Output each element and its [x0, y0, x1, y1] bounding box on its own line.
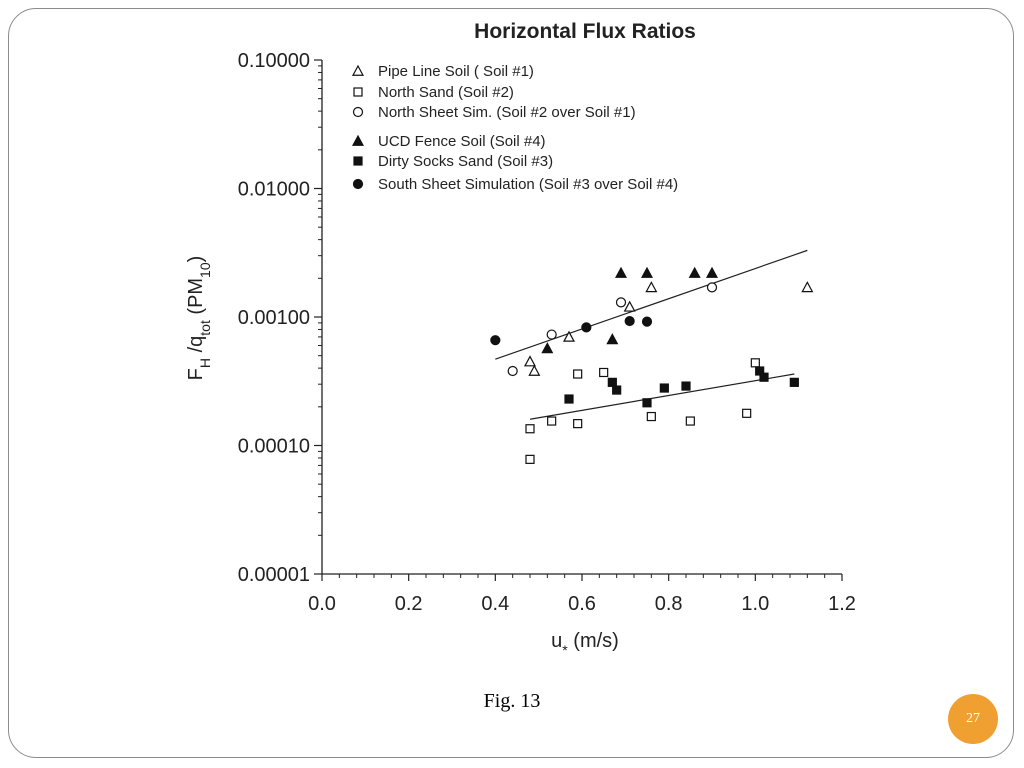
- data-point: [525, 424, 535, 434]
- legend-label: South Sheet Simulation (Soil #3 over Soi…: [378, 176, 678, 193]
- y-tick-label: 0.00100: [238, 307, 310, 329]
- data-point: [801, 281, 814, 293]
- legend-label: North Sheet Sim. (Soil #2 over Soil #1): [378, 104, 636, 121]
- data-point: [681, 381, 691, 391]
- x-tick-label: 0.2: [395, 593, 423, 615]
- data-point: [623, 300, 636, 312]
- data-point: [546, 329, 557, 340]
- x-axis-label: u* (m/s): [551, 630, 619, 658]
- x-tick-label: 1.0: [741, 593, 769, 615]
- trend-lines: [495, 249, 808, 420]
- data-point: [562, 330, 576, 342]
- data-point: [642, 398, 652, 408]
- legend-marker: [353, 156, 363, 166]
- data-point: [742, 408, 752, 418]
- page-number-badge: 27: [948, 694, 998, 744]
- x-tick-label: 0.4: [481, 593, 509, 615]
- data-point: [645, 281, 658, 293]
- trend-line: [495, 249, 808, 360]
- data-point: [541, 342, 554, 354]
- data-point: [547, 416, 557, 426]
- y-axis-label: FH /qtot (PM10): [185, 256, 213, 381]
- x-tick-label: 0.8: [655, 593, 683, 615]
- axes: 0.0 0.2 0.4 0.6 0.8 1.0 1.2 0.00001 0.00010 0.001…: [238, 50, 856, 615]
- legend-marker: [351, 134, 365, 146]
- slide-frame: [8, 8, 1014, 758]
- data-point: [525, 454, 535, 464]
- legend-marker: [353, 87, 363, 97]
- data-point: [564, 394, 574, 404]
- data-point: [750, 358, 760, 368]
- data-point: [581, 322, 592, 333]
- y-tick-label: 0.00010: [238, 436, 310, 458]
- data-point: [528, 364, 541, 376]
- legend-marker: [352, 178, 364, 190]
- legend-marker: [352, 106, 364, 118]
- x-tick-label: 0.0: [308, 593, 336, 615]
- data-point: [606, 333, 619, 345]
- data-points: [490, 266, 814, 464]
- y-tick-label: 0.01000: [238, 179, 310, 201]
- legend-marker: [351, 64, 365, 76]
- legend-label: Dirty Socks Sand (Soil #3): [378, 153, 553, 170]
- data-point: [599, 367, 609, 378]
- data-point: [624, 315, 635, 327]
- data-point: [614, 266, 628, 278]
- data-point: [646, 411, 656, 422]
- data-point: [685, 416, 695, 426]
- legend-label: North Sand (Soil #2): [378, 84, 514, 101]
- chart-title: Horizontal Flux Ratios: [474, 20, 696, 43]
- x-tick-label: 1.2: [828, 593, 856, 615]
- data-point: [615, 297, 627, 308]
- data-point: [789, 377, 799, 387]
- data-point: [759, 372, 769, 382]
- y-tick-label: 0.10000: [238, 50, 310, 72]
- data-point: [705, 266, 719, 278]
- data-point: [573, 419, 583, 429]
- x-tick-label: 0.6: [568, 593, 596, 615]
- y-tick-label: 0.00001: [238, 564, 310, 586]
- data-point: [573, 369, 583, 379]
- data-point: [640, 266, 654, 278]
- legend-label: Pipe Line Soil ( Soil #1): [378, 63, 534, 80]
- data-point: [688, 266, 701, 278]
- data-point: [607, 377, 617, 387]
- figure-caption: Fig. 13: [483, 690, 541, 712]
- data-point: [507, 365, 518, 377]
- data-point: [612, 385, 622, 395]
- data-point: [523, 355, 537, 367]
- legend: Pipe Line Soil ( Soil #1) North Sand (Soi…: [351, 63, 678, 193]
- data-point: [706, 282, 718, 293]
- data-point: [490, 335, 501, 346]
- data-point: [641, 316, 653, 327]
- trend-line: [529, 373, 795, 420]
- legend-label: UCD Fence Soil (Soil #4): [378, 133, 546, 150]
- data-point: [659, 383, 669, 393]
